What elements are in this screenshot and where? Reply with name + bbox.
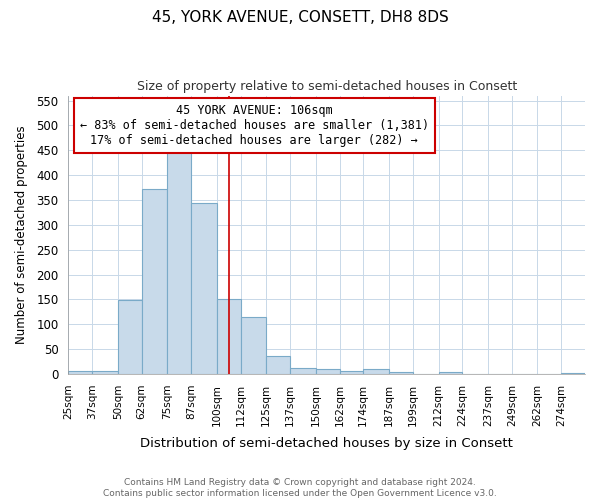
Text: Contains HM Land Registry data © Crown copyright and database right 2024.
Contai: Contains HM Land Registry data © Crown c…	[103, 478, 497, 498]
Bar	[68, 370, 92, 374]
Text: 45 YORK AVENUE: 106sqm
← 83% of semi-detached houses are smaller (1,381)
17% of : 45 YORK AVENUE: 106sqm ← 83% of semi-det…	[80, 104, 429, 147]
Bar	[142, 189, 167, 374]
Text: 45, YORK AVENUE, CONSETT, DH8 8DS: 45, YORK AVENUE, CONSETT, DH8 8DS	[152, 10, 448, 25]
Bar	[167, 151, 191, 374]
Bar	[266, 356, 290, 374]
Bar	[290, 368, 316, 374]
Y-axis label: Number of semi-detached properties: Number of semi-detached properties	[15, 126, 28, 344]
Bar	[118, 300, 142, 374]
Bar	[561, 372, 585, 374]
Bar	[363, 369, 389, 374]
Bar	[389, 372, 413, 374]
Bar	[191, 203, 217, 374]
Bar	[439, 372, 462, 374]
Bar	[316, 368, 340, 374]
Bar	[340, 370, 363, 374]
X-axis label: Distribution of semi-detached houses by size in Consett: Distribution of semi-detached houses by …	[140, 437, 513, 450]
Bar	[92, 370, 118, 374]
Bar	[217, 300, 241, 374]
Title: Size of property relative to semi-detached houses in Consett: Size of property relative to semi-detach…	[137, 80, 517, 93]
Bar	[241, 317, 266, 374]
